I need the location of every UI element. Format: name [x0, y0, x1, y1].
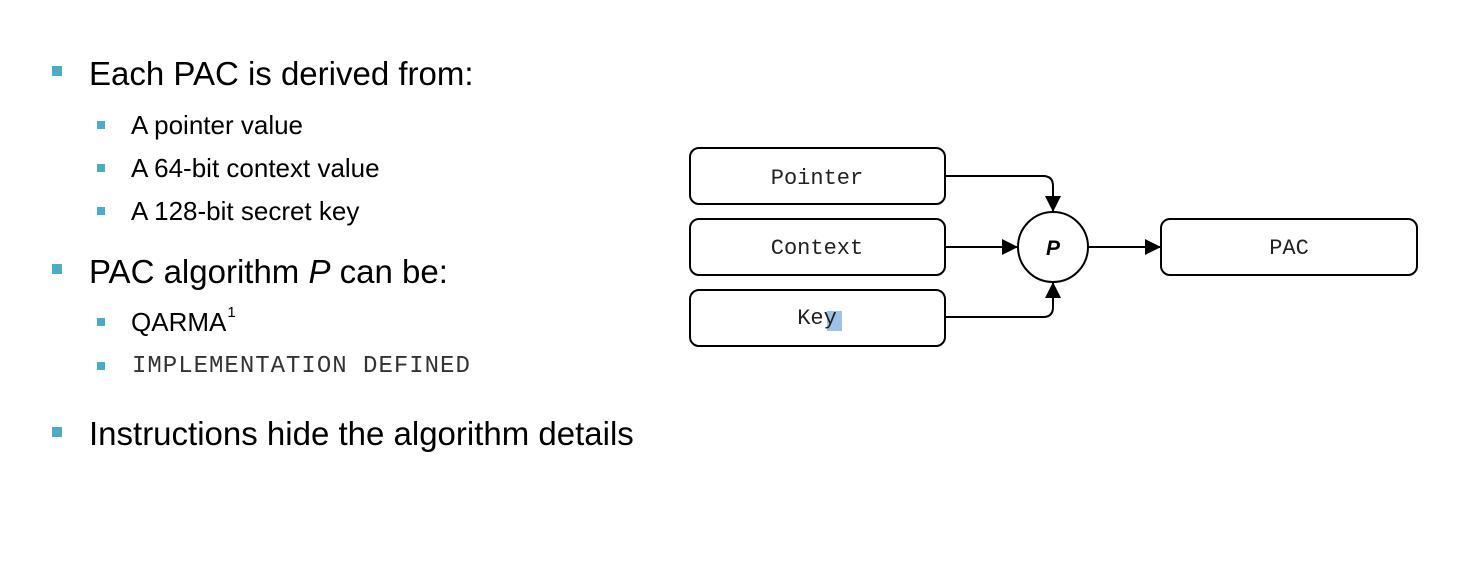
pac-output-box [1160, 218, 1418, 276]
bullet-pac-derived: Each PAC is derived from: [89, 55, 474, 92]
sub-bullet-marker [97, 164, 105, 172]
bullet-marker [52, 264, 62, 274]
sub-bullet-context-value: A 64-bit context value [131, 153, 380, 183]
sub-bullet-pointer-value: A pointer value [131, 110, 304, 140]
pointer-label: Pointer [771, 166, 863, 191]
sub-bullet-secret-key: A 128-bit secret key [131, 196, 360, 226]
bullet-pac-algorithm: PAC algorithm P can be: [89, 255, 448, 288]
context-label: Context [771, 236, 863, 261]
sub-bullet-marker [97, 318, 105, 326]
key-label: Key [797, 306, 837, 331]
qarma-label: QARMA [131, 307, 227, 337]
sub-bullet-marker [97, 207, 105, 215]
bullet-instructions-hide: Instructions hide the algorithm details [89, 415, 634, 452]
bullet-marker [52, 427, 62, 437]
bullet-marker [52, 66, 62, 76]
sub-bullet-marker [97, 362, 105, 370]
algorithm-symbol: P [308, 253, 331, 290]
algorithm-text-before: PAC algorithm [89, 253, 309, 290]
text-selection-highlight [827, 311, 842, 331]
sub-bullet-qarma: QARMA1 [131, 305, 236, 337]
qarma-footnote: 1 [227, 304, 236, 321]
sub-bullet-marker [97, 121, 105, 129]
key-arrow [945, 282, 1061, 318]
sub-bullet-implementation-defined: IMPLEMENTATION DEFINED [132, 353, 471, 380]
pointer-arrow [945, 175, 1061, 212]
algorithm-text-after: can be: [330, 253, 448, 290]
function-p-label: P [1046, 237, 1061, 260]
pac-output-label: PAC [1269, 236, 1309, 261]
